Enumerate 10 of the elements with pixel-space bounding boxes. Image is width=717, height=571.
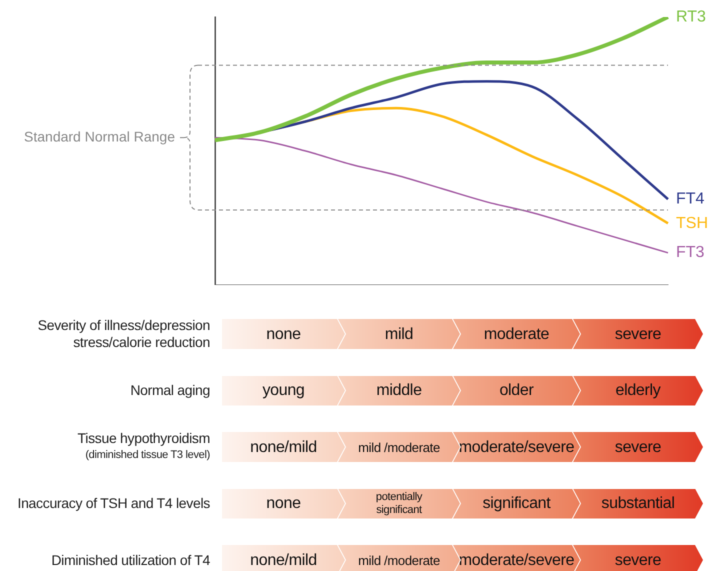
text: Severity of illness/depression stress/calorie reduction [36,317,210,351]
text: Normal aging [129,382,210,399]
text: Standard Normal Range [24,128,176,144]
text: Diminished utilization of T4 [50,552,210,568]
series-label: FT4 [676,190,705,208]
series-label: TSH [676,214,708,232]
series-label: RT3 [676,8,706,26]
text: Tissue hypothyroidism (diminished tissue T3 level) [76,430,210,463]
text: Inaccuracy of TSH and T4 levels [16,495,210,512]
series-label: FT3 [676,244,705,262]
